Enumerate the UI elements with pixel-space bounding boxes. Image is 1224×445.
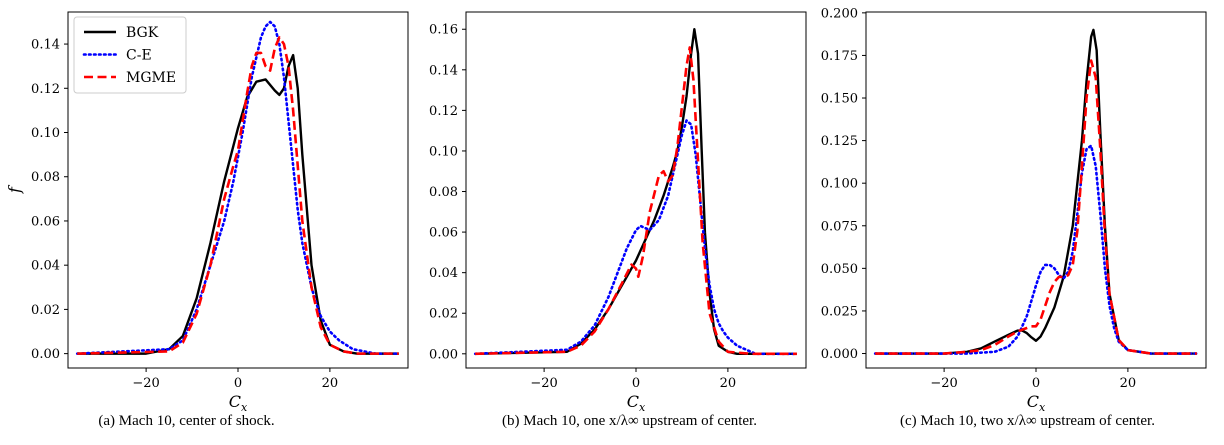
caption-c: (c) Mach 10, two x/λ∞ upstream of center… bbox=[900, 413, 1155, 429]
y-tick-label: 0.14 bbox=[429, 63, 458, 78]
y-tick-label: 0.100 bbox=[821, 177, 858, 192]
y-tick-label: 0.10 bbox=[429, 144, 458, 159]
caption-b: (b) Mach 10, one x/λ∞ upstream of center… bbox=[502, 413, 757, 429]
y-tick-label: 0.06 bbox=[429, 226, 458, 241]
legend-label-c-e: C-E bbox=[126, 48, 152, 64]
legend-label-bgk: BGK bbox=[126, 25, 159, 41]
x-axis-label: Cx bbox=[1027, 392, 1046, 414]
series-line-mgme bbox=[475, 46, 797, 356]
series-line-bgk bbox=[875, 28, 1197, 355]
x-tick-label: −20 bbox=[930, 376, 957, 391]
x-tick-label: −20 bbox=[132, 376, 159, 391]
y-tick-label: 0.16 bbox=[429, 23, 458, 38]
y-tick-label: 0.025 bbox=[821, 304, 858, 319]
series-line-c-e bbox=[75, 20, 401, 355]
axes-frame bbox=[465, 11, 807, 369]
y-tick-label: 0.06 bbox=[31, 214, 60, 229]
legend-label-mgme: MGME bbox=[126, 70, 176, 86]
y-tick-label: 0.150 bbox=[821, 92, 858, 107]
series-line-mgme bbox=[875, 59, 1197, 355]
y-tick-label: 0.12 bbox=[429, 104, 458, 119]
x-axis-label: Cx bbox=[229, 392, 248, 414]
axes-frame bbox=[865, 11, 1207, 369]
series-line-bgk bbox=[475, 28, 797, 355]
y-tick-label: 0.075 bbox=[821, 219, 858, 234]
y-tick-label: 0.08 bbox=[429, 185, 458, 200]
series-line-c-e bbox=[873, 144, 1199, 355]
y-tick-label: 0.000 bbox=[821, 347, 858, 362]
y-tick-label: 0.175 bbox=[821, 49, 858, 64]
x-tick-label: 20 bbox=[322, 376, 339, 391]
series-line-bgk bbox=[77, 53, 399, 355]
y-tick-label: 0.050 bbox=[821, 262, 858, 277]
caption-a: (a) Mach 10, center of shock. bbox=[98, 413, 275, 429]
x-tick-label: 0 bbox=[632, 376, 640, 391]
y-tick-label: 0.02 bbox=[429, 307, 458, 322]
y-tick-label: 0.12 bbox=[31, 82, 60, 97]
y-tick-label: 0.00 bbox=[31, 347, 60, 362]
y-tick-label: 0.10 bbox=[31, 126, 60, 141]
y-tick-label: 0.125 bbox=[821, 134, 858, 149]
legend: BGK C-E MGME bbox=[73, 16, 187, 94]
x-tick-label: 20 bbox=[1120, 376, 1137, 391]
legend-box bbox=[73, 16, 187, 94]
y-tick-label: 0.200 bbox=[821, 6, 858, 21]
chart-panel-c: −20 0 20 0.000 0.025 0.050 0.075 0.100 0.125 0.15… bbox=[821, 6, 1207, 414]
series-line-mgme bbox=[77, 36, 399, 355]
y-tick-label: 0.02 bbox=[31, 303, 60, 318]
y-tick-label: 0.08 bbox=[31, 170, 60, 185]
x-tick-label: 0 bbox=[234, 376, 242, 391]
y-axis-label: f bbox=[5, 184, 24, 194]
x-tick-label: 0 bbox=[1032, 376, 1040, 391]
y-tick-label: 0.14 bbox=[31, 38, 60, 53]
x-tick-label: 20 bbox=[720, 376, 737, 391]
y-tick-label: 0.04 bbox=[429, 266, 458, 281]
x-axis-label: Cx bbox=[627, 392, 646, 414]
y-tick-label: 0.00 bbox=[429, 347, 458, 362]
x-tick-label: −20 bbox=[530, 376, 557, 391]
chart-panel-a: −20 0 20 0.00 0.02 0.04 0.06 0.08 0.10 0.12 0.14 Cx… bbox=[5, 11, 409, 414]
chart-panel-b: −20 0 20 0.00 0.02 0.04 0.06 0.08 0.10 0.12 0.14 0.… bbox=[429, 11, 807, 414]
y-tick-label: 0.04 bbox=[31, 259, 60, 274]
series-line-c-e bbox=[473, 119, 799, 356]
